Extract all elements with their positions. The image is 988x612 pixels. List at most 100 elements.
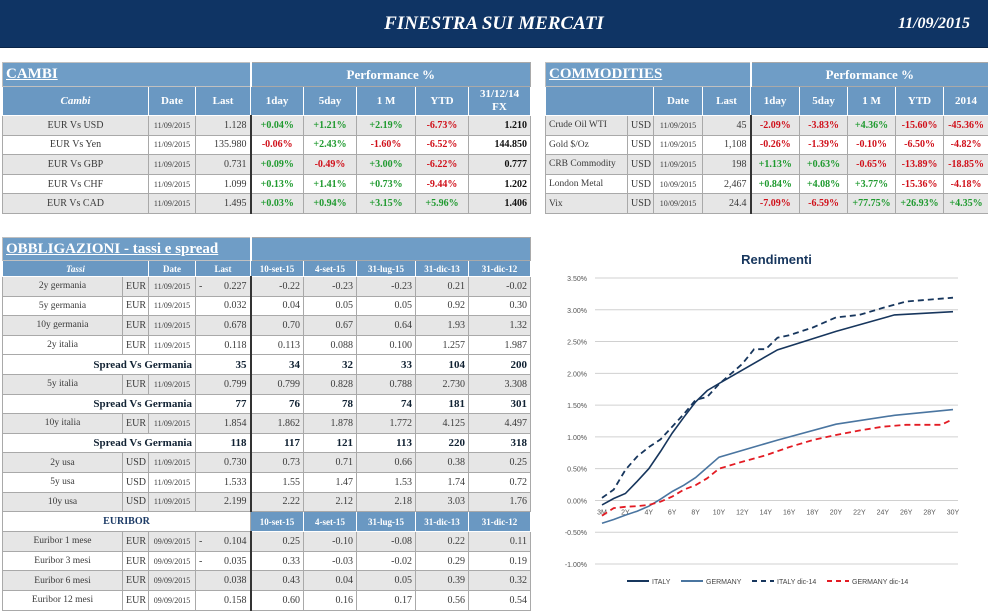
column-header: 31-dic-13 xyxy=(415,511,470,533)
commodity-name: CRB Commodity xyxy=(545,154,628,175)
historical-value: 1.32 xyxy=(468,315,532,336)
last-value: 2.199 xyxy=(194,491,252,513)
yield-chart: Rendimenti 3.50% 3.00% 2.50% 2.00% 1.50% 1.00%… xyxy=(565,252,960,586)
historical-value: 0.29 xyxy=(415,550,470,572)
performance-cell: +0.03% xyxy=(249,193,305,214)
historical-value: 1.987 xyxy=(468,334,532,356)
sign-marker: - xyxy=(199,280,203,292)
historical-value: 0.04 xyxy=(303,570,358,591)
last-value: - 0.035 xyxy=(194,550,252,572)
last-value: 0.032 xyxy=(194,295,252,317)
x-tick-label: 16Y xyxy=(783,509,796,516)
bonds-table: OBBLIGAZIONI - tassi e spread Tassi Date L… xyxy=(1,237,532,611)
performance-cell: +0.73% xyxy=(356,173,417,195)
table-row: EUR Vs GBP 11/09/2015 0.731 +0.09% -0.49% +3.… xyxy=(2,154,532,175)
pair-name: EUR Vs CHF xyxy=(2,173,149,195)
column-header: 1day xyxy=(250,86,305,116)
date-cell: 09/09/2015 xyxy=(148,531,196,552)
spread-value: 76 xyxy=(249,393,305,415)
last-value: 2,467 xyxy=(701,173,752,195)
column-header: YTD xyxy=(415,86,470,116)
x-tick-label: 18Y xyxy=(806,509,819,516)
performance-cell: -9.44% xyxy=(415,173,470,195)
legend-label: ITALY xyxy=(652,579,671,586)
historical-value: 0.71 xyxy=(303,452,358,473)
last-number: 0.158 xyxy=(224,594,247,606)
table-row: Gold $/Oz USD 11/09/2015 1,108 -0.26% -1.39% -… xyxy=(545,134,988,156)
y-tick-label: 0.50% xyxy=(567,467,587,474)
last-number: 0.104 xyxy=(224,535,247,547)
historical-value: 0.33 xyxy=(249,550,305,572)
instrument-name: Euribor 3 mesi xyxy=(2,550,123,572)
sign-marker: - xyxy=(199,555,203,567)
last-number: 0.799 xyxy=(224,378,247,390)
performance-cell: +2.19% xyxy=(356,115,417,136)
currency-cell: USD xyxy=(627,134,654,156)
instrument-name: 5y usa xyxy=(2,471,123,493)
instrument-name: 5y italia xyxy=(2,373,123,395)
spread-label: Spread Vs Germania xyxy=(2,432,196,454)
column-header: Date xyxy=(148,260,196,277)
bonds-title: OBBLIGAZIONI - tassi e spread xyxy=(1,237,252,261)
historical-value: -0.10 xyxy=(303,531,358,552)
performance-cell: +0.13% xyxy=(249,173,305,195)
performance-cell: -18.85% xyxy=(943,154,988,175)
performance-cell: -1.39% xyxy=(799,134,849,156)
y-tick-label: 0.00% xyxy=(567,498,587,505)
historical-value: 0.088 xyxy=(303,334,358,356)
historical-value: 1.862 xyxy=(249,413,305,434)
performance-cell: -6.73% xyxy=(415,115,470,136)
last-value: 0.730 xyxy=(194,452,252,473)
table-row: Vix USD 10/09/2015 24.4 -7.09% -6.59% +77.75% +… xyxy=(545,193,988,214)
cambi-table: CAMBI Performance % Cambi Date Last 1day 5day… xyxy=(1,62,532,214)
date-cell: 11/09/2015 xyxy=(653,134,703,156)
historical-value: 0.788 xyxy=(356,373,417,395)
commodities-table: COMMODITIES Performance % Date Last 1day 5da… xyxy=(544,62,988,214)
last-number: 0.038 xyxy=(224,575,247,587)
fx-value: 1.202 xyxy=(468,173,532,195)
euribor-row: Euribor 1 mese EUR 09/09/2015-0.104 0.25 -0.… xyxy=(2,531,532,552)
spread-value: 104 xyxy=(415,354,470,375)
fx-value: 0.777 xyxy=(468,154,532,175)
historical-value: -0.23 xyxy=(356,276,417,297)
historical-value: 2.22 xyxy=(249,491,305,513)
currency-cell: EUR xyxy=(122,550,149,572)
pair-name: EUR Vs Yen xyxy=(2,134,149,156)
table-row: 2y usa USD 11/09/2015 0.730 0.73 0.71 0.66 0.38… xyxy=(2,452,532,473)
historical-value: 0.39 xyxy=(415,570,470,591)
performance-cell: -15.60% xyxy=(895,115,945,136)
euribor-row: Euribor 6 mesi EUR 09/09/2015 0.038 0.43 0.04… xyxy=(2,570,532,591)
last-number: 0.227 xyxy=(224,280,247,292)
y-tick-label: 3.00% xyxy=(567,308,587,315)
currency-cell: USD xyxy=(122,491,149,513)
currency-cell: EUR xyxy=(122,295,149,317)
spread-row: Spread Vs Germania 35 34 32 33 104 200 xyxy=(2,354,532,375)
performance-cell: -0.10% xyxy=(847,134,897,156)
table-row: 10y italia EUR 11/09/2015 1.854 1.862 1.878 1.… xyxy=(2,413,532,434)
historical-value: 0.73 xyxy=(249,452,305,473)
historical-value: 0.05 xyxy=(356,570,417,591)
historical-value: 0.04 xyxy=(249,295,305,317)
series-line xyxy=(601,418,954,517)
table-row: EUR Vs Yen 11/09/2015 135.980 -0.06% +2.43% -… xyxy=(2,134,532,156)
column-header: 1 M xyxy=(847,86,897,116)
historical-value: 0.30 xyxy=(468,295,532,317)
date-cell: 11/09/2015 xyxy=(148,471,196,493)
y-tick-label: 3.50% xyxy=(567,276,587,283)
currency-cell: USD xyxy=(627,173,654,195)
performance-cell: -0.49% xyxy=(303,154,358,175)
y-tick-label: 2.00% xyxy=(567,371,587,378)
date-cell: 11/09/2015 xyxy=(148,173,196,195)
last-value: 198 xyxy=(701,154,752,175)
performance-cell: +4.35% xyxy=(943,193,988,214)
y-tick-label: -1.00% xyxy=(565,562,587,569)
column-header: Tassi xyxy=(2,260,149,277)
x-tick-label: 30Y xyxy=(947,509,960,516)
last-value: 1.495 xyxy=(194,193,252,214)
historical-value: 0.22 xyxy=(415,531,470,552)
historical-value: 3.03 xyxy=(415,491,470,513)
spread-last: 118 xyxy=(194,432,252,454)
x-tick-label: 24Y xyxy=(877,509,890,516)
performance-cell: +3.00% xyxy=(356,154,417,175)
last-number: 0.035 xyxy=(224,555,247,567)
